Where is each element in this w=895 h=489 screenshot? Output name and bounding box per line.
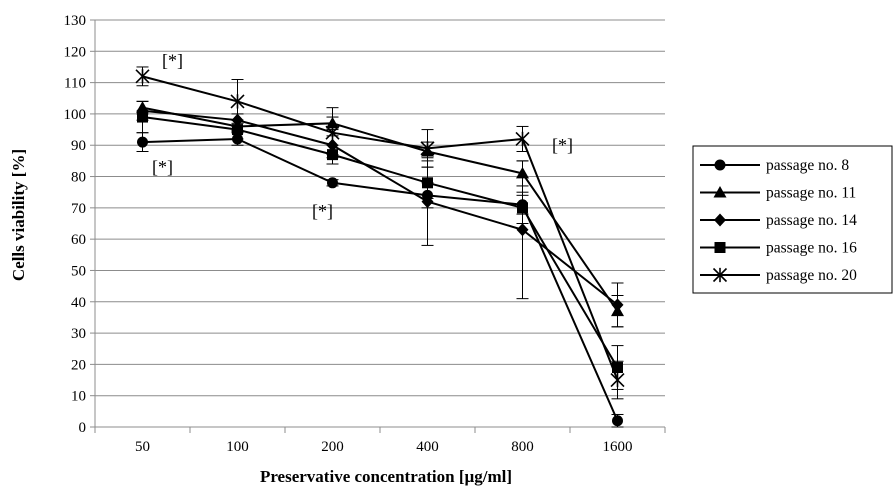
y-tick-label: 90 xyxy=(71,138,86,154)
y-tick-label: 100 xyxy=(64,107,87,123)
data-point xyxy=(232,124,243,136)
data-point xyxy=(137,136,148,148)
annotations: [*] [*] [*] [*] xyxy=(152,51,573,221)
legend-item: passage no. 16 xyxy=(700,240,857,257)
series-line xyxy=(142,137,619,422)
x-tick-label: 50 xyxy=(135,439,150,455)
series-line xyxy=(142,116,619,369)
legend-marker xyxy=(714,242,726,253)
legend-label: passage no. 8 xyxy=(766,157,849,174)
y-tick-label: 70 xyxy=(71,201,86,217)
y-tick-label: 20 xyxy=(71,357,86,373)
x-tick-label: 400 xyxy=(416,439,439,455)
legend-label: passage no. 11 xyxy=(766,185,856,202)
legend-item: passage no. 8 xyxy=(700,157,849,174)
data-point xyxy=(517,202,528,214)
y-tick-label: 40 xyxy=(71,295,86,311)
x-tick-label: 1600 xyxy=(603,439,633,455)
x-axis-title: Preservative concentration [µg/ml] xyxy=(260,467,512,486)
y-tick-label: 120 xyxy=(64,44,87,60)
legend-label: passage no. 20 xyxy=(766,267,857,284)
y-axis-title: Cells viability [%] xyxy=(9,149,28,281)
data-point xyxy=(515,131,530,147)
y-tick-label: 0 xyxy=(79,420,87,436)
legend-item: passage no. 20 xyxy=(700,267,857,284)
significance-annotation: [*] xyxy=(152,157,173,177)
y-tick-label: 10 xyxy=(71,389,86,405)
legend-marker xyxy=(714,213,726,227)
y-axis-ticks: 0 10 20 30 40 50 60 70 80 90 100 110 120 130 xyxy=(64,13,95,436)
data-point xyxy=(610,372,625,388)
data-point xyxy=(422,177,433,189)
data-point xyxy=(230,94,245,109)
data-point xyxy=(135,69,150,84)
axes xyxy=(94,20,665,428)
series-passage-no-16 xyxy=(136,100,624,390)
series-passage-no-11 xyxy=(136,100,624,328)
legend-marker xyxy=(713,186,727,198)
legend-item: passage no. 11 xyxy=(700,185,856,202)
legend-item: passage no. 14 xyxy=(700,212,857,229)
legend-items: passage no. 8 passage no. 11 passage no. 1… xyxy=(700,157,857,284)
series-line xyxy=(142,75,619,381)
y-tick-label: 110 xyxy=(64,76,86,92)
significance-annotation: [*] xyxy=(312,201,333,221)
x-tick-label: 100 xyxy=(226,439,249,455)
series-passage-no-20 xyxy=(135,66,625,400)
data-point xyxy=(611,298,624,312)
data-point xyxy=(420,141,435,156)
gridlines xyxy=(95,19,665,428)
series-line xyxy=(142,106,619,312)
x-tick-label: 200 xyxy=(321,439,344,455)
series-layer xyxy=(135,66,625,428)
data-point xyxy=(137,111,148,123)
y-tick-label: 50 xyxy=(71,263,86,279)
legend-marker xyxy=(712,267,728,283)
data-point xyxy=(516,223,529,237)
legend: passage no. 8 passage no. 11 passage no. 1… xyxy=(692,145,893,294)
legend-marker xyxy=(714,159,726,171)
y-tick-label: 80 xyxy=(71,170,86,186)
y-tick-label: 30 xyxy=(71,326,86,342)
data-point xyxy=(327,177,338,189)
x-tick-label: 800 xyxy=(511,439,534,455)
significance-annotation: [*] xyxy=(552,135,573,155)
data-point xyxy=(612,415,623,427)
legend-label: passage no. 16 xyxy=(766,240,857,257)
y-tick-label: 130 xyxy=(64,13,87,29)
series-line xyxy=(142,109,619,306)
y-tick-label: 60 xyxy=(71,232,86,248)
data-point xyxy=(325,125,340,140)
significance-annotation: [*] xyxy=(162,51,183,71)
legend-label: passage no. 14 xyxy=(766,212,857,229)
x-axis-ticks: 50 100 200 400 800 1600 xyxy=(94,427,666,455)
